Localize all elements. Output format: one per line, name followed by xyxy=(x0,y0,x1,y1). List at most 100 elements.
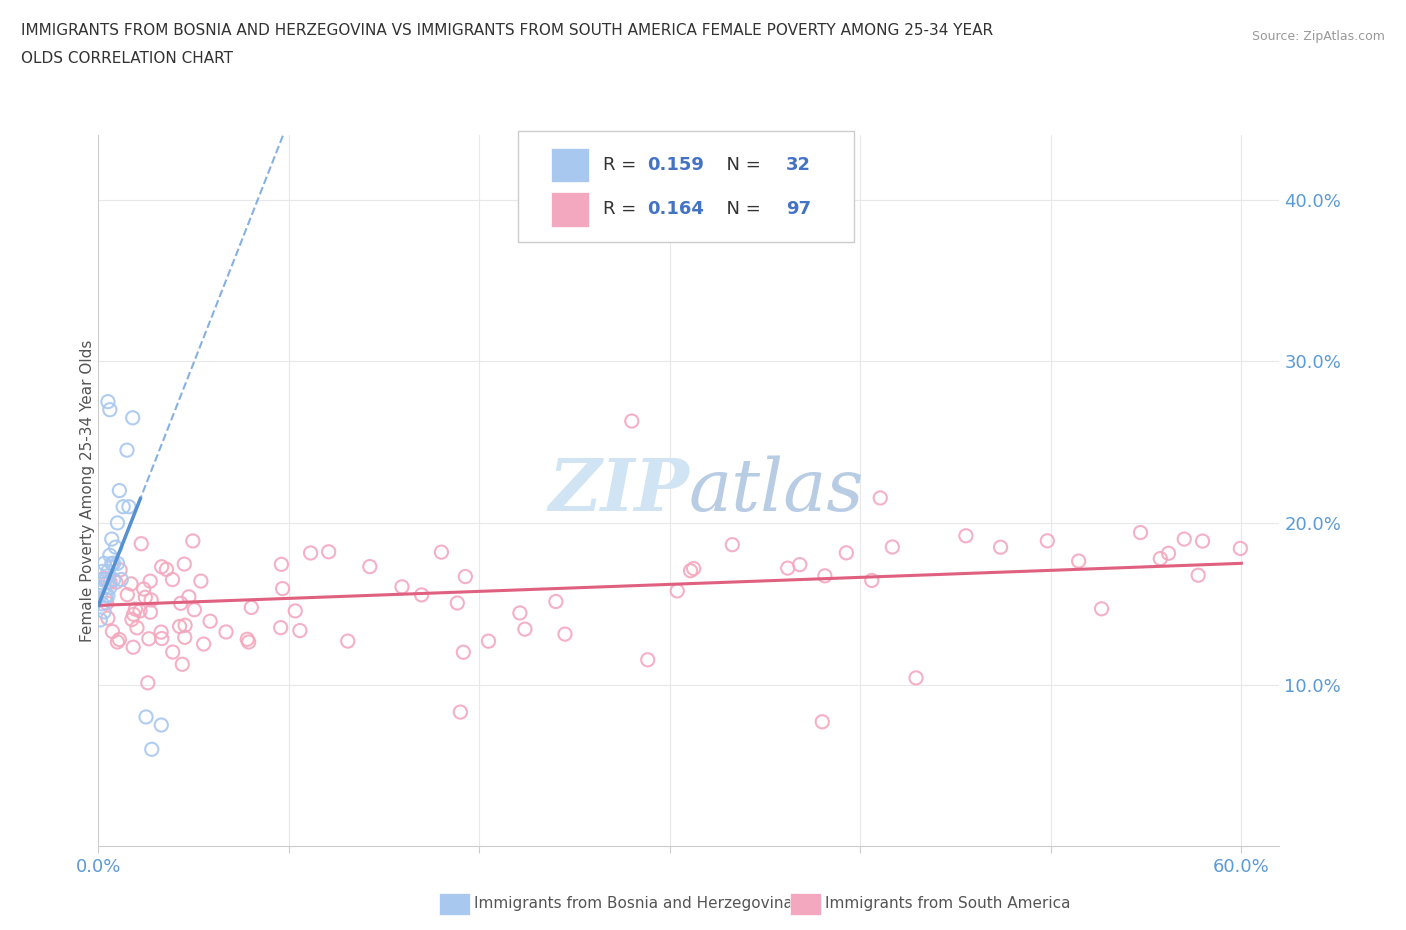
Point xyxy=(103,556,125,571)
Point xyxy=(477,633,499,648)
Point xyxy=(955,528,977,543)
Point xyxy=(129,604,152,618)
Point xyxy=(150,559,173,574)
Point xyxy=(449,705,471,720)
Point xyxy=(990,539,1012,554)
Text: OLDS CORRELATION CHART: OLDS CORRELATION CHART xyxy=(21,51,233,66)
Point xyxy=(1191,534,1213,549)
Point xyxy=(1149,551,1171,566)
Point xyxy=(336,633,359,648)
Point xyxy=(554,627,576,642)
Point xyxy=(1036,534,1059,549)
Point xyxy=(107,556,129,571)
Point xyxy=(121,410,143,425)
Point xyxy=(620,414,643,429)
Point xyxy=(150,625,173,640)
Point xyxy=(190,574,212,589)
Point xyxy=(91,572,114,587)
Point xyxy=(129,537,152,551)
Point xyxy=(299,546,322,561)
Point xyxy=(112,499,135,514)
FancyBboxPatch shape xyxy=(551,148,589,182)
Point xyxy=(93,604,115,619)
Point xyxy=(789,557,811,572)
Point xyxy=(509,605,531,620)
Point xyxy=(108,484,131,498)
Point xyxy=(271,581,294,596)
Point xyxy=(270,557,292,572)
Point xyxy=(141,592,163,607)
Point xyxy=(637,652,659,667)
Text: N =: N = xyxy=(714,156,766,174)
Point xyxy=(1173,532,1195,547)
Point xyxy=(93,580,115,595)
Point xyxy=(776,561,799,576)
Point xyxy=(174,618,197,632)
Point xyxy=(94,589,117,604)
Point xyxy=(181,534,204,549)
Point xyxy=(811,714,834,729)
Point xyxy=(101,624,124,639)
Point xyxy=(103,572,125,587)
Point xyxy=(118,499,141,514)
Point xyxy=(97,394,120,409)
Point xyxy=(150,718,173,733)
Point xyxy=(97,611,120,626)
Point xyxy=(93,571,115,586)
Text: 32: 32 xyxy=(786,156,811,174)
Point xyxy=(236,631,259,646)
Point xyxy=(288,623,311,638)
Point xyxy=(89,613,111,628)
Point xyxy=(139,604,162,619)
Point xyxy=(411,588,433,603)
Point xyxy=(94,592,117,607)
Point xyxy=(98,575,121,590)
Point xyxy=(122,640,145,655)
Point xyxy=(98,580,121,595)
FancyBboxPatch shape xyxy=(551,193,589,227)
Point xyxy=(1187,568,1209,583)
Point xyxy=(238,634,260,649)
Point xyxy=(860,573,883,588)
Point xyxy=(193,637,215,652)
Point xyxy=(100,532,122,547)
Point xyxy=(138,631,160,646)
Point xyxy=(104,575,127,590)
Y-axis label: Female Poverty Among 25-34 Year Olds: Female Poverty Among 25-34 Year Olds xyxy=(80,339,94,642)
Point xyxy=(1067,553,1090,568)
Text: R =: R = xyxy=(603,156,641,174)
Text: 0.164: 0.164 xyxy=(648,201,704,219)
Point xyxy=(1229,541,1251,556)
Point xyxy=(132,581,155,596)
Text: IMMIGRANTS FROM BOSNIA AND HERZEGOVINA VS IMMIGRANTS FROM SOUTH AMERICA FEMALE P: IMMIGRANTS FROM BOSNIA AND HERZEGOVINA V… xyxy=(21,23,993,38)
Point xyxy=(1129,525,1152,540)
Point xyxy=(814,568,837,583)
Point xyxy=(91,564,114,578)
Point xyxy=(905,671,928,685)
Point xyxy=(454,569,477,584)
Point xyxy=(108,563,131,578)
Point xyxy=(453,644,475,659)
Text: Immigrants from Bosnia and Herzegovina: Immigrants from Bosnia and Herzegovina xyxy=(474,897,793,911)
Point xyxy=(117,587,139,602)
Point xyxy=(125,620,148,635)
Point xyxy=(198,614,221,629)
Point xyxy=(124,602,146,617)
Text: atlas: atlas xyxy=(689,456,865,525)
Point xyxy=(122,607,145,622)
Point xyxy=(682,561,704,576)
Point xyxy=(869,490,891,505)
Point xyxy=(177,590,200,604)
Point xyxy=(136,675,159,690)
Text: Immigrants from South America: Immigrants from South America xyxy=(825,897,1071,911)
Point xyxy=(141,742,163,757)
Point xyxy=(91,596,114,611)
Text: N =: N = xyxy=(714,201,766,219)
Point xyxy=(108,632,131,647)
Point xyxy=(240,600,263,615)
Point xyxy=(96,596,118,611)
Point xyxy=(544,594,567,609)
Point xyxy=(107,515,129,530)
Point xyxy=(721,538,744,552)
Point xyxy=(169,619,191,634)
